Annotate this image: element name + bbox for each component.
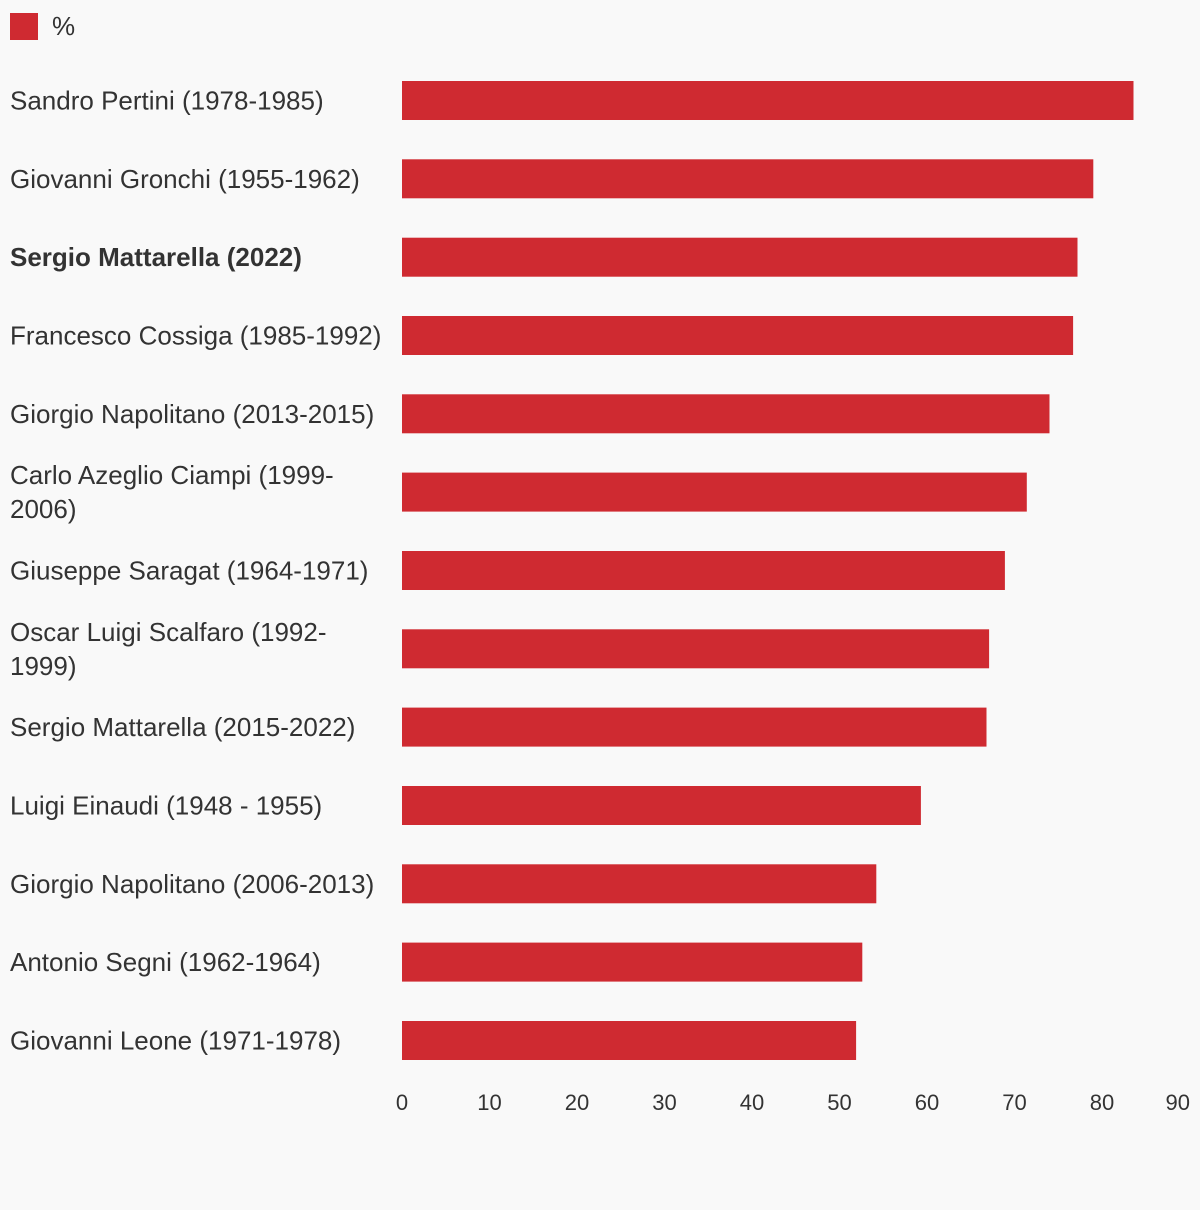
bar[interactable]: [402, 707, 987, 747]
category-label: Carlo Azeglio Ciampi (1999- 2006): [10, 460, 334, 524]
category-label: Giorgio Napolitano (2013-2015): [10, 399, 374, 429]
bar[interactable]: [402, 1021, 857, 1060]
category-label-line: Giorgio Napolitano (2006-2013): [10, 869, 374, 899]
category-label: Oscar Luigi Scalfaro (1992- 1999): [10, 617, 326, 681]
category-label: Sandro Pertini (1978-1985): [10, 86, 324, 116]
x-tick-label: 10: [477, 1090, 501, 1115]
bar[interactable]: [402, 551, 1005, 590]
category-label-line: Giuseppe Saragat (1964-1971): [10, 556, 368, 586]
bar[interactable]: [402, 942, 863, 982]
category-label-line: Giovanni Gronchi (1955-1962): [10, 164, 360, 194]
category-label: Giuseppe Saragat (1964-1971): [10, 556, 368, 586]
category-label: Sergio Mattarella (2022): [10, 242, 302, 272]
category-label: Francesco Cossiga (1985-1992): [10, 321, 381, 351]
category-label-line: Luigi Einaudi (1948 - 1955): [10, 791, 322, 821]
category-label-line: Sandro Pertini (1978-1985): [10, 86, 324, 116]
x-tick-label: 0: [396, 1090, 408, 1115]
x-axis-ticks: 0 10 20 30 40 50 60 70 80 90: [396, 1090, 1190, 1115]
bar[interactable]: [402, 159, 1094, 199]
bars-group: [402, 81, 1134, 1060]
category-label-line: 1999): [10, 651, 77, 681]
x-tick-label: 50: [827, 1090, 851, 1115]
category-label-line: 2006): [10, 494, 77, 524]
bar[interactable]: [402, 472, 1027, 512]
bar[interactable]: [402, 316, 1074, 355]
category-label-line: Sergio Mattarella (2022): [10, 242, 302, 272]
bar[interactable]: [402, 394, 1050, 434]
category-label-line: Antonio Segni (1962-1964): [10, 947, 321, 977]
category-label-line: Giorgio Napolitano (2013-2015): [10, 399, 374, 429]
bar[interactable]: [402, 237, 1078, 277]
x-tick-label: 60: [915, 1090, 939, 1115]
x-tick-label: 40: [740, 1090, 764, 1115]
bar[interactable]: [402, 864, 877, 904]
category-label-line: Francesco Cossiga (1985-1992): [10, 321, 381, 351]
legend-label: %: [52, 11, 76, 41]
x-tick-label: 90: [1166, 1090, 1190, 1115]
x-tick-label: 80: [1090, 1090, 1114, 1115]
bar[interactable]: [402, 786, 921, 825]
category-label: Antonio Segni (1962-1964): [10, 947, 321, 977]
category-label: Giovanni Leone (1971-1978): [10, 1026, 341, 1056]
category-label: Giovanni Gronchi (1955-1962): [10, 164, 360, 194]
category-label-line: Giovanni Leone (1971-1978): [10, 1026, 341, 1056]
category-label: Luigi Einaudi (1948 - 1955): [10, 791, 322, 821]
legend-swatch: [10, 12, 38, 40]
category-label-line: Oscar Luigi Scalfaro (1992-: [10, 617, 326, 647]
category-label-line: Carlo Azeglio Ciampi (1999-: [10, 460, 334, 490]
bar[interactable]: [402, 81, 1134, 120]
category-label-line: Sergio Mattarella (2015-2022): [10, 712, 355, 742]
x-tick-label: 20: [565, 1090, 589, 1115]
legend: %: [10, 10, 75, 42]
category-label: Sergio Mattarella (2015-2022): [10, 712, 355, 742]
category-labels: Sandro Pertini (1978-1985) Giovanni Gronc…: [10, 86, 381, 1056]
category-label: Giorgio Napolitano (2006-2013): [10, 869, 374, 899]
x-tick-label: 70: [1002, 1090, 1026, 1115]
bar[interactable]: [402, 629, 990, 669]
x-tick-label: 30: [652, 1090, 676, 1115]
